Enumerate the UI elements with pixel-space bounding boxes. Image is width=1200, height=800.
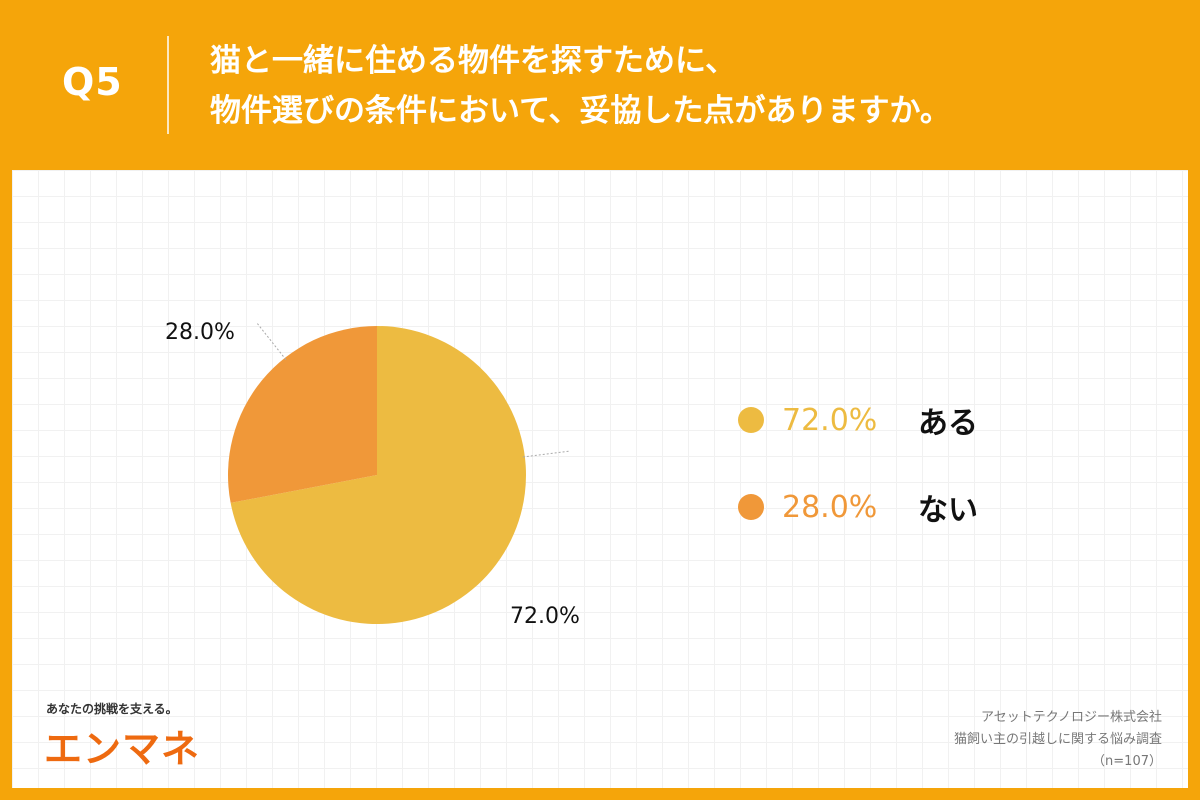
legend-dot-aru bbox=[738, 407, 764, 433]
legend-name-nai: ない bbox=[918, 493, 978, 528]
header-divider bbox=[167, 36, 169, 134]
question-text: 猫と一緒に住める物件を探すために、 物件選びの条件において、妥協した点があります… bbox=[210, 36, 951, 136]
question-line-1: 猫と一緒に住める物件を探すために、 bbox=[210, 43, 737, 79]
source-survey: 猫飼い主の引越しに関する悩み調査 bbox=[953, 732, 1162, 747]
legend-dot-nai bbox=[738, 494, 764, 520]
brand-tagline: あなたの挑戦を支える。 bbox=[46, 702, 178, 716]
source-company: アセットテクノロジー株式会社 bbox=[981, 710, 1162, 725]
legend-percent-nai: 28.0% bbox=[782, 489, 878, 525]
question-number: Q5 bbox=[62, 60, 123, 104]
legend-item-aru: 72.0% ある bbox=[738, 400, 978, 441]
slice-label-nai: 28.0% bbox=[165, 320, 235, 345]
source-sample: （n=107） bbox=[1092, 754, 1162, 769]
legend-percent-aru: 72.0% bbox=[782, 402, 878, 438]
legend-item-nai: 28.0% ない bbox=[738, 487, 978, 528]
leader-line-aru bbox=[522, 450, 571, 458]
leader-line-nai bbox=[255, 321, 287, 360]
pie-chart bbox=[227, 321, 571, 624]
chart-panel: 72.0% 28.0% 72.0% ある 28.0% ない あなたの挑戦を支える… bbox=[12, 170, 1188, 788]
source-note: アセットテクノロジー株式会社 猫飼い主の引越しに関する悩み調査 （n=107） bbox=[954, 707, 1162, 773]
header: Q5 猫と一緒に住める物件を探すために、 物件選びの条件において、妥協した点があ… bbox=[0, 0, 1200, 170]
legend-name-aru: ある bbox=[918, 406, 978, 441]
slice-label-aru: 72.0% bbox=[510, 604, 580, 629]
pie-slice-aru bbox=[230, 326, 526, 624]
brand-logo: エンマネ bbox=[44, 727, 201, 771]
question-line-2: 物件選びの条件において、妥協した点がありますか。 bbox=[210, 93, 951, 129]
pie-slice-nai bbox=[227, 326, 377, 503]
